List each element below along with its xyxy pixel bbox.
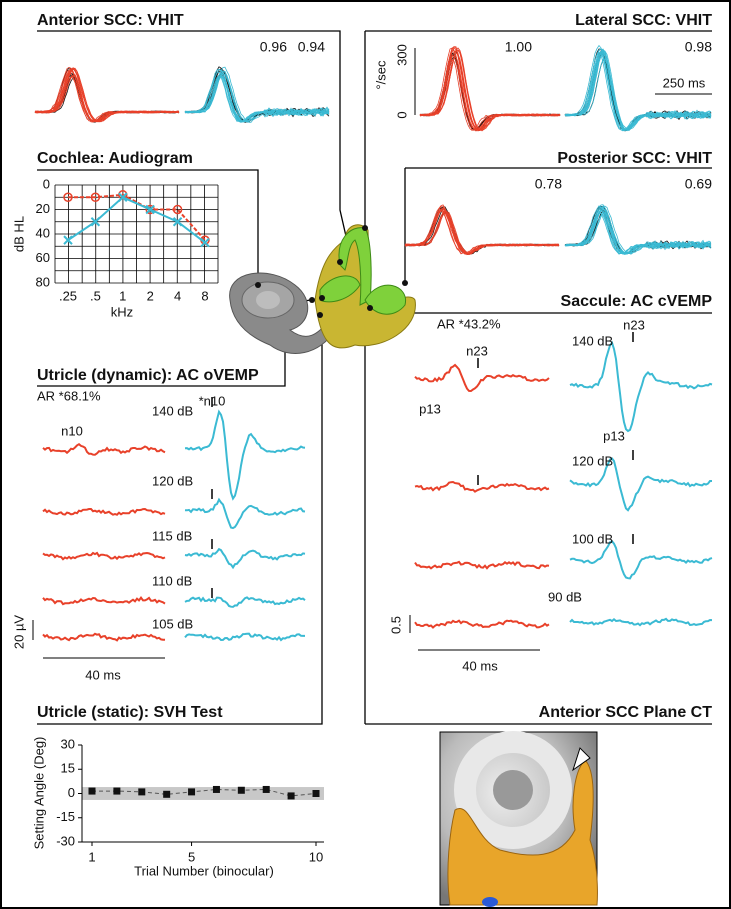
label: Posterior SCC: VHIT <box>557 150 712 167</box>
label: n23 <box>466 343 488 358</box>
label: p13 <box>603 428 625 443</box>
label: 90 dB <box>548 589 582 604</box>
label: 120 dB <box>152 473 193 488</box>
label: Cochlea: Audiogram <box>37 150 193 167</box>
label: 60 <box>36 250 50 265</box>
label: 1 <box>88 849 95 864</box>
label: 0.78 <box>535 176 562 192</box>
label: 0.96 <box>260 39 287 55</box>
label: Setting Angle (Deg) <box>31 737 46 850</box>
label: 30 <box>61 736 75 751</box>
label: kHz <box>111 304 133 319</box>
label: 15 <box>61 761 75 776</box>
label: 140 dB <box>572 333 613 348</box>
svh-point <box>238 787 245 794</box>
label: 105 dB <box>152 616 193 631</box>
label: -15 <box>56 809 75 824</box>
label: Utricle (dynamic): AC oVEMP <box>37 367 259 384</box>
label: 10 <box>309 849 323 864</box>
label: °/sec <box>373 60 388 90</box>
svh-point <box>188 788 195 795</box>
label: Lateral SCC: VHIT <box>575 12 712 29</box>
svh-point <box>213 786 220 793</box>
label: 4 <box>174 288 181 303</box>
label: Saccule: AC cVEMP <box>561 293 713 310</box>
label: Anterior SCC: VHIT <box>37 12 184 29</box>
label: 0.94 <box>298 39 325 55</box>
label: 120 dB <box>572 453 613 468</box>
label: .25 <box>59 288 77 303</box>
label: 40 <box>36 225 50 240</box>
label: 1.00 <box>505 39 532 55</box>
label: .5 <box>90 288 101 303</box>
label: p13 <box>419 401 441 416</box>
label: 80 <box>36 274 50 289</box>
label: AR *68.1% <box>37 388 101 403</box>
label: n23 <box>623 317 645 332</box>
label: 100 dB <box>572 531 613 546</box>
label: Trial Number (binocular) <box>134 863 274 878</box>
label: 0 <box>394 111 409 118</box>
label: 0 <box>68 785 75 800</box>
svh-point <box>263 786 270 793</box>
label: 300 <box>394 44 409 66</box>
label: 40 ms <box>85 667 121 682</box>
label: dB HL <box>11 216 26 252</box>
label: AR *43.2% <box>437 316 501 331</box>
label: 8 <box>201 288 208 303</box>
svh-point <box>313 790 320 797</box>
label: 20 µV <box>11 615 26 650</box>
svh-point <box>89 788 96 795</box>
label: 250 ms <box>663 75 706 90</box>
label: 2 <box>147 288 154 303</box>
label: 0.5 <box>388 616 403 634</box>
svh-point <box>288 792 295 799</box>
svh-point <box>163 791 170 798</box>
label: *n10 <box>199 393 226 408</box>
svh-point <box>113 788 120 795</box>
label: Utricle (static): SVH Test <box>37 704 223 721</box>
label: 0.69 <box>685 176 712 192</box>
label: 20 <box>36 201 50 216</box>
label: 1 <box>119 288 126 303</box>
label: 5 <box>188 849 195 864</box>
label: 140 dB <box>152 403 193 418</box>
svh-point <box>138 788 145 795</box>
label: 0.98 <box>685 39 712 55</box>
ct-image <box>440 732 597 907</box>
label: Anterior SCC Plane CT <box>539 704 713 721</box>
label: 110 dB <box>152 573 192 588</box>
label: 40 ms <box>462 658 498 673</box>
label: 0 <box>43 176 50 191</box>
label: n10 <box>61 423 83 438</box>
label: 115 dB <box>152 528 192 543</box>
label: -30 <box>56 833 75 848</box>
